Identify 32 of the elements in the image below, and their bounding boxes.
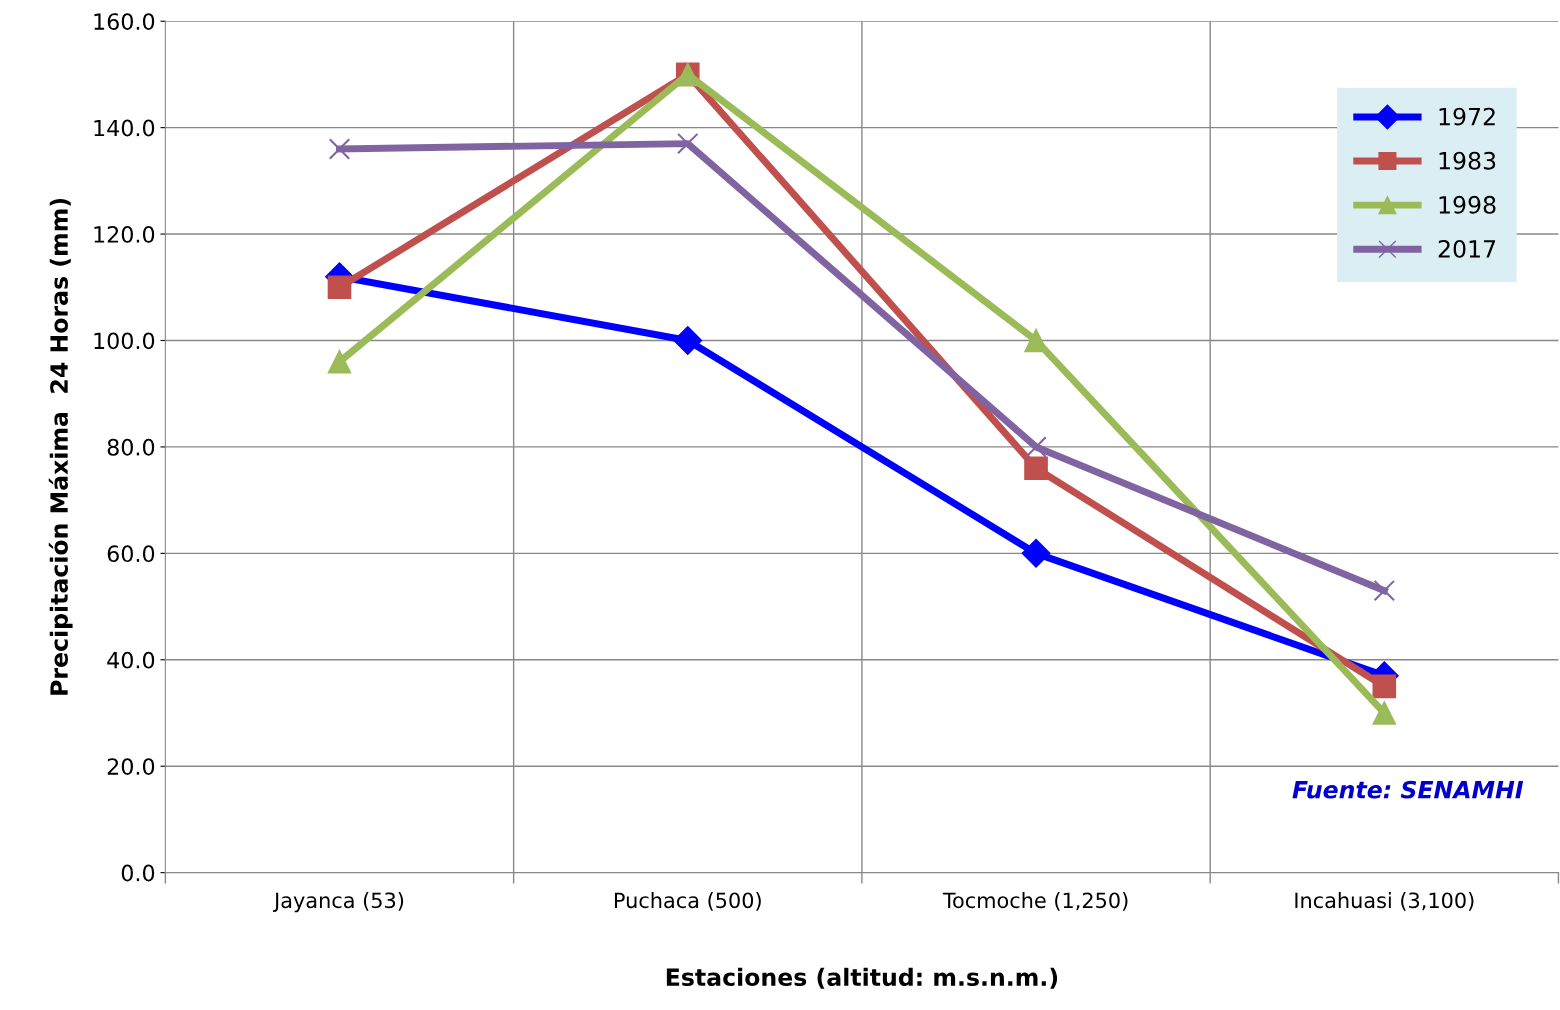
- point: [1024, 456, 1048, 481]
- y-tick-label: 40.0: [107, 651, 155, 669]
- legend-label: 1998: [1439, 195, 1496, 214]
- x-tick-label: Puchaca (500): [614, 892, 761, 911]
- legend-label: 1972: [1439, 107, 1495, 126]
- y-tick-label: 140.0: [94, 119, 155, 137]
- point: [1373, 579, 1396, 602]
- y-tick-label: 60.0: [107, 545, 155, 563]
- point: [327, 349, 352, 374]
- point: [1372, 701, 1397, 725]
- y-tick-label: 0.0: [121, 864, 155, 882]
- y-tick-label: 120.0: [94, 226, 155, 243]
- x-tick-label: Jayanca (53): [273, 892, 404, 913]
- point: [1025, 436, 1047, 458]
- x-tick-label: Incahuasi (3,100): [1295, 892, 1474, 911]
- legend-label: 2017: [1438, 239, 1496, 258]
- y-tick-label: 160.0: [94, 13, 155, 30]
- point: [1372, 674, 1397, 699]
- y-axis-title: Precipitación Máxima 24 Horas (mm): [48, 198, 73, 695]
- y-tick-label: 20.0: [107, 758, 155, 775]
- x-tick-label: Tocmoche (1,250): [942, 892, 1128, 911]
- point: [673, 326, 703, 355]
- point: [1024, 328, 1048, 353]
- legend-label: 1983: [1439, 151, 1496, 170]
- point: [327, 275, 352, 300]
- point: [677, 132, 699, 155]
- point: [328, 138, 351, 160]
- x-axis-title: Estaciones (altitud: m.s.n.m.): [666, 967, 1058, 989]
- y-tick-label: 80.0: [107, 438, 155, 456]
- annotation: Fuente: SENAMHI: [1292, 780, 1524, 799]
- point: [1021, 538, 1051, 568]
- y-tick-label: 100.0: [94, 332, 155, 350]
